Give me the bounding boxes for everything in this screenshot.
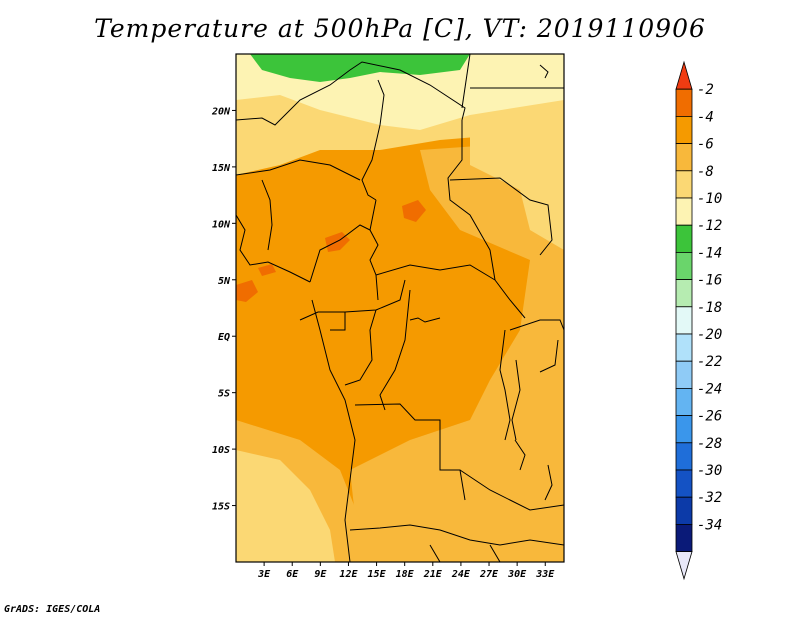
colorbar-level-label: -8 [697, 164, 714, 180]
lon-tick-label: 21E [423, 569, 443, 580]
field-region-minus-14 [250, 54, 470, 82]
grads-credit: GrADS: IGES/COLA [4, 604, 101, 615]
lat-tick-label: 5S [218, 389, 230, 400]
lon-axis: 3E 6E 9E 12E 15E 18E 21E 24E 27E 30E 33E [257, 562, 555, 580]
colorbar-box [675, 524, 693, 553]
lat-tick-label: 5N [218, 276, 231, 287]
colorbar-arrow-bottom [675, 551, 693, 581]
lon-tick-label: 30E [507, 569, 527, 580]
lon-tick-label: 6E [286, 569, 299, 580]
chart-title: Temperature at 500hPa [C], VT: 201911090… [94, 14, 706, 43]
colorbar-level-label: -16 [697, 273, 722, 289]
country-borders [236, 54, 564, 562]
colorbar-level-label: -10 [697, 191, 722, 207]
lat-tick-label: 10N [212, 219, 231, 230]
colorbar-box [675, 88, 693, 117]
plot-frame [235, 53, 565, 563]
lat-tick-label: 15S [212, 502, 230, 513]
colorbar-box [675, 143, 693, 172]
lon-tick-label: 27E [479, 569, 499, 580]
lat-tick-label: EQ [218, 332, 230, 343]
lon-tick-label: 12E [339, 569, 358, 580]
field-region-minus-10-south [236, 450, 335, 562]
lon-tick-label: 24E [451, 569, 471, 580]
colorbar-box [675, 170, 693, 199]
colorbar-box [675, 279, 693, 308]
colorbar-box [675, 251, 693, 280]
field-region-minus-4-patch [258, 264, 276, 276]
colorbar-level-label: -32 [697, 490, 722, 506]
colorbar-level-label: -18 [697, 300, 722, 316]
field-region-minus-4-patch [236, 280, 258, 302]
colorbar-box [675, 224, 693, 253]
colorbar-level-label: -24 [697, 381, 722, 397]
colorbar-box [675, 442, 693, 471]
colorbar-box [675, 415, 693, 444]
colorbar-box [675, 360, 693, 389]
colorbar-box [675, 116, 693, 145]
colorbar-level-label: -6 [697, 137, 714, 153]
lon-tick-label: 15E [368, 569, 387, 580]
lat-tick-label: 15N [212, 163, 231, 174]
lon-tick-label: 3E [257, 569, 271, 580]
colorbar-box [675, 469, 693, 498]
field-region-minus-4-patch [402, 200, 426, 222]
lat-tick-label: 20N [211, 106, 231, 117]
lon-tick-label: 33E [535, 569, 555, 580]
lon-tick-label: 18E [396, 569, 415, 580]
colorbar-arrow-top [675, 60, 693, 90]
colorbar-box [675, 387, 693, 416]
colorbar-level-label: -26 [697, 409, 722, 425]
colorbar-level-label: -30 [697, 463, 722, 479]
colorbar-box [675, 496, 693, 525]
colorbar-level-label: -20 [697, 327, 722, 343]
colorbar-level-label: -34 [697, 517, 722, 533]
colorbar-level-label: -4 [697, 109, 714, 125]
lon-tick-label: 9E [314, 569, 327, 580]
colorbar-box [675, 306, 693, 335]
temperature-field [236, 54, 564, 562]
colorbar-level-label: -28 [697, 436, 722, 452]
colorbar-box [675, 197, 693, 226]
lat-axis: 20N 15N 10N 5N EQ 5S 10S 15S [211, 106, 236, 513]
field-region-minus-8-east [350, 140, 564, 562]
lat-tick-label: 10S [212, 445, 230, 456]
colorbar: -2 -4 -6 -8 -10 -12 -14 -16 -18 -20 -22 -24 -26 -28 -3… [675, 60, 722, 581]
colorbar-box [675, 333, 693, 362]
colorbar-level-label: -12 [697, 218, 722, 234]
colorbar-level-label: -22 [697, 354, 722, 370]
colorbar-level-label: -2 [697, 82, 714, 98]
colorbar-level-label: -14 [697, 245, 722, 261]
